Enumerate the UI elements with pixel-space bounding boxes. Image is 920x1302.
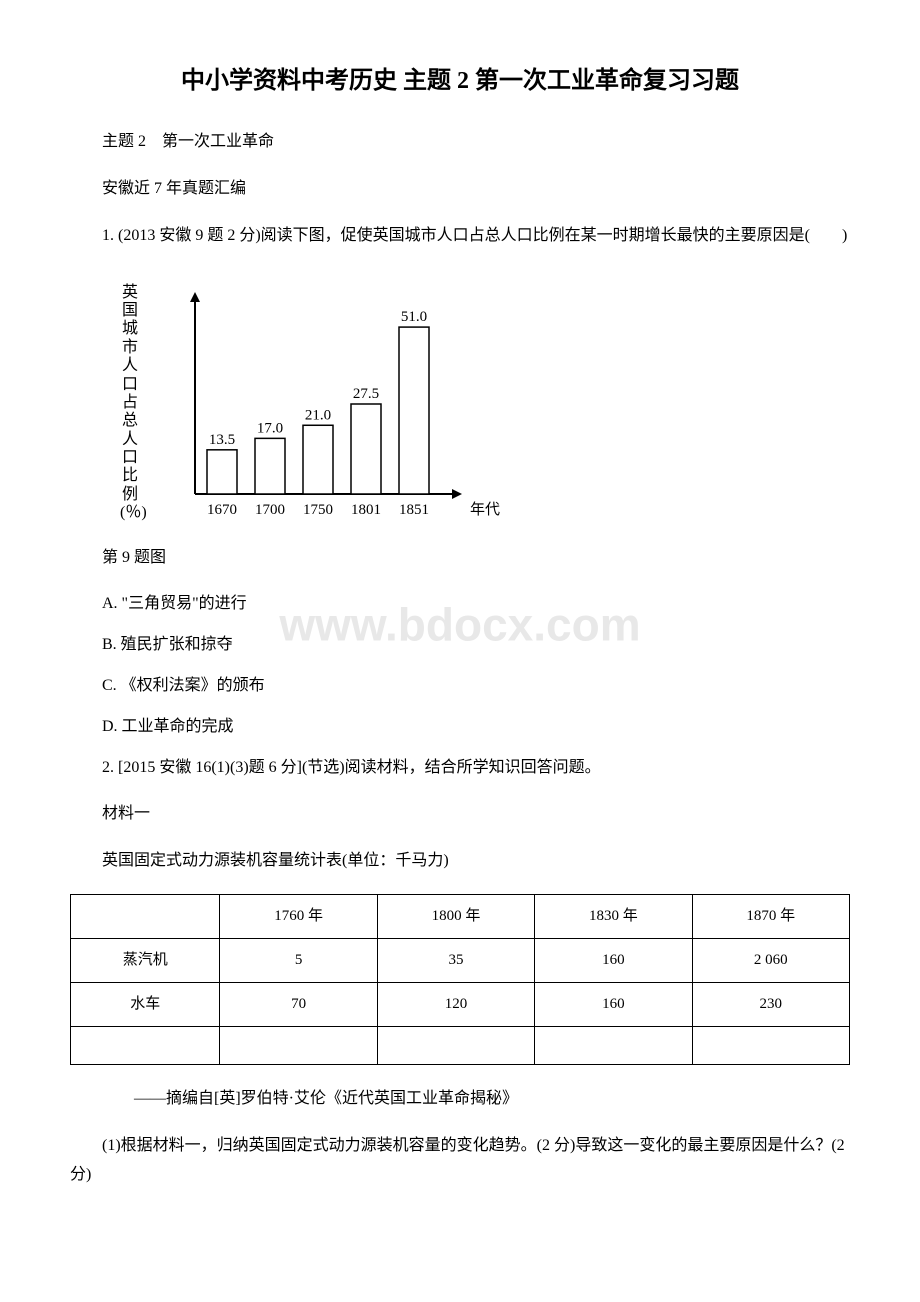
table-cell: 120 — [377, 982, 534, 1026]
table-header-cell: 1870 年 — [692, 894, 849, 938]
table-cell: 蒸汽机 — [71, 938, 220, 982]
option-b: B. 殖民扩张和掠夺 — [70, 631, 850, 660]
subtitle: 主题 2 第一次工业革命 — [70, 128, 850, 157]
table-cell: 5 — [220, 938, 377, 982]
svg-text:13.5: 13.5 — [209, 431, 235, 447]
svg-text:17.0: 17.0 — [257, 420, 283, 436]
document-title: 中小学资料中考历史 主题 2 第一次工业革命复习习题 — [70, 60, 850, 103]
table-cell — [535, 1026, 692, 1064]
table-header-cell — [71, 894, 220, 938]
chart-svg: 年代 13.5 1670 17.0 1700 21.0 1750 27.5 1801 51.0 18… — [120, 269, 520, 529]
option-d: D. 工业革命的完成 — [70, 713, 850, 742]
table-title: 英国固定式动力源装机容量统计表(单位：千马力) — [70, 847, 850, 876]
material-label: 材料一 — [70, 800, 850, 829]
table-header-cell: 1800 年 — [377, 894, 534, 938]
svg-text:1801: 1801 — [351, 502, 381, 518]
svg-text:27.5: 27.5 — [353, 386, 379, 402]
table-cell: 35 — [377, 938, 534, 982]
table-header-cell: 1760 年 — [220, 894, 377, 938]
table-cell: 70 — [220, 982, 377, 1026]
table-cell: 水车 — [71, 982, 220, 1026]
option-c: C. 《权利法案》的颁布 — [70, 672, 850, 701]
table-source: ——摘编自[英]罗伯特·艾伦《近代英国工业革命揭秘》 — [70, 1085, 850, 1114]
svg-text:1750: 1750 — [303, 502, 333, 518]
table-cell: 230 — [692, 982, 849, 1026]
chart-caption: 第 9 题图 — [70, 544, 850, 573]
bar-chart: 英国城市人口占总人口比例(％) 年代 13.5 1670 17.0 1700 21.0 17… — [120, 269, 520, 529]
svg-text:21.0: 21.0 — [305, 407, 331, 423]
table-header-cell: 1830 年 — [535, 894, 692, 938]
section-header: 安徽近 7 年真题汇编 — [70, 175, 850, 204]
y-axis-label: 英国城市人口占总人口比例(％) — [120, 284, 140, 523]
sub-question: (1)根据材料一，归纳英国固定式动力源装机容量的变化趋势。(2 分)导致这一变化… — [70, 1132, 850, 1190]
option-a: A. "三角贸易"的进行 — [70, 590, 850, 619]
question1-prompt: 1. (2013 安徽 9 题 2 分)阅读下图，促使英国城市人口占总人口比例在… — [70, 222, 850, 251]
data-table: 1760 年1800 年1830 年1870 年蒸汽机5351602 060 水车… — [70, 894, 850, 1065]
table-cell: 2 060 — [692, 938, 849, 982]
table-cell — [220, 1026, 377, 1064]
table-cell: 160 — [535, 938, 692, 982]
question2-prompt: 2. [2015 安徽 16(1)(3)题 6 分](节选)阅读材料，结合所学知… — [70, 754, 850, 783]
svg-text:51.0: 51.0 — [401, 309, 427, 325]
svg-text:1670: 1670 — [207, 502, 237, 518]
table-cell — [71, 1026, 220, 1064]
svg-text:1700: 1700 — [255, 502, 285, 518]
table-cell — [377, 1026, 534, 1064]
svg-text:年代: 年代 — [470, 501, 500, 518]
table-cell — [692, 1026, 849, 1064]
table-cell: 160 — [535, 982, 692, 1026]
svg-text:1851: 1851 — [399, 502, 429, 518]
